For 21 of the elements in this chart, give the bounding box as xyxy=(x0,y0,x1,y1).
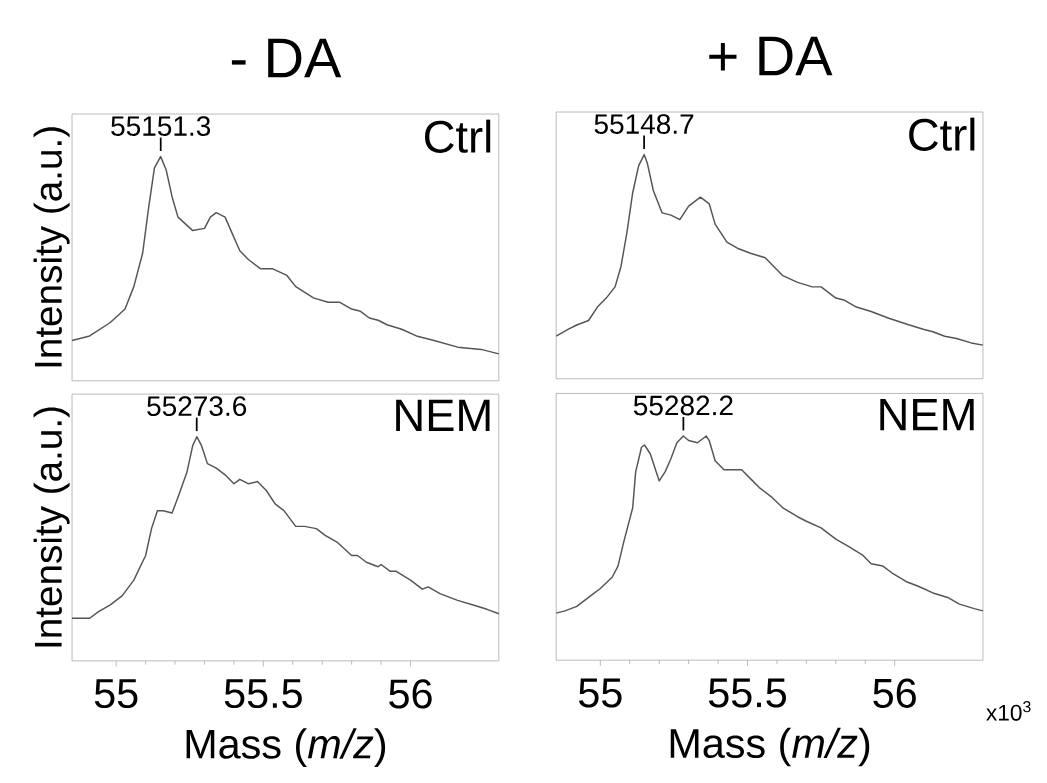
x-tick-label: 55.5 xyxy=(224,679,302,709)
text: Ctrl xyxy=(909,117,975,151)
annotation: 55273.6 xyxy=(147,396,247,417)
text: NEM xyxy=(396,399,490,431)
x-tick-label: 55.5 xyxy=(708,678,786,708)
x-axis-title: Mass (m/z) xyxy=(670,727,870,767)
x-tick-label: 55 xyxy=(578,678,622,708)
y-axis-title: Intensity (a.u.) xyxy=(33,407,70,647)
chart-title: - DA xyxy=(231,38,342,78)
x-tick-label: 55 xyxy=(94,679,138,709)
x-tick-label: 56 xyxy=(873,678,916,708)
text: Ctrl xyxy=(425,119,491,153)
x-tick-label: 56 xyxy=(389,679,432,709)
y-axis-title: Intensity (a.u.) xyxy=(33,127,70,367)
text: NEM xyxy=(880,399,974,431)
x-axis-title: Mass (m/z) xyxy=(186,728,386,767)
annotation: 55148.7 xyxy=(594,114,694,135)
annotation: 55151.3 xyxy=(111,116,211,137)
chart-title: + DA xyxy=(709,36,833,76)
text: x10$^{3}$ xyxy=(986,701,1031,721)
annotation: 55282.2 xyxy=(633,395,733,416)
